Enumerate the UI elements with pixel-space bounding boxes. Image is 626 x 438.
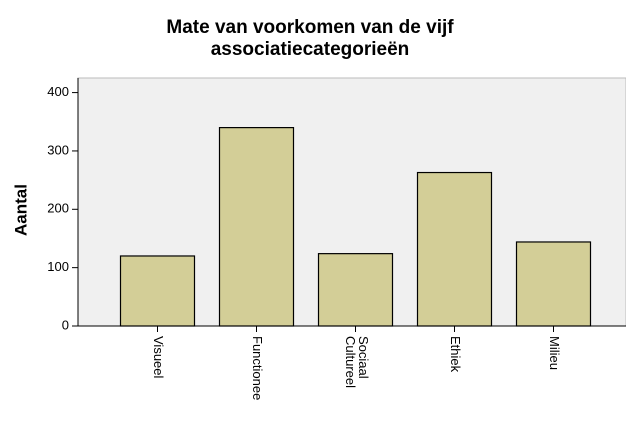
y-tick-label: 0	[62, 317, 69, 332]
y-axis-label: Aantal	[11, 184, 30, 236]
x-tick-label: SociaalCultureel	[343, 336, 371, 388]
y-tick-label: 100	[47, 259, 69, 274]
y-tick-label: 300	[47, 142, 69, 157]
bar	[317, 253, 394, 327]
y-tick-label: 400	[47, 84, 69, 99]
chart-title: associatiecategorieën	[211, 39, 410, 60]
bar	[416, 171, 493, 327]
x-tick-label: Milieu	[547, 336, 562, 370]
bar	[218, 126, 295, 327]
x-tick-label: Functionee	[250, 336, 265, 400]
x-tick-label: Ethiek	[448, 336, 463, 373]
bar	[119, 255, 196, 327]
chart-title: Mate van voorkomen van de vijf	[166, 17, 454, 38]
x-tick-label: Visueel	[151, 336, 166, 379]
y-tick-label: 200	[47, 201, 69, 216]
bar	[515, 241, 592, 327]
